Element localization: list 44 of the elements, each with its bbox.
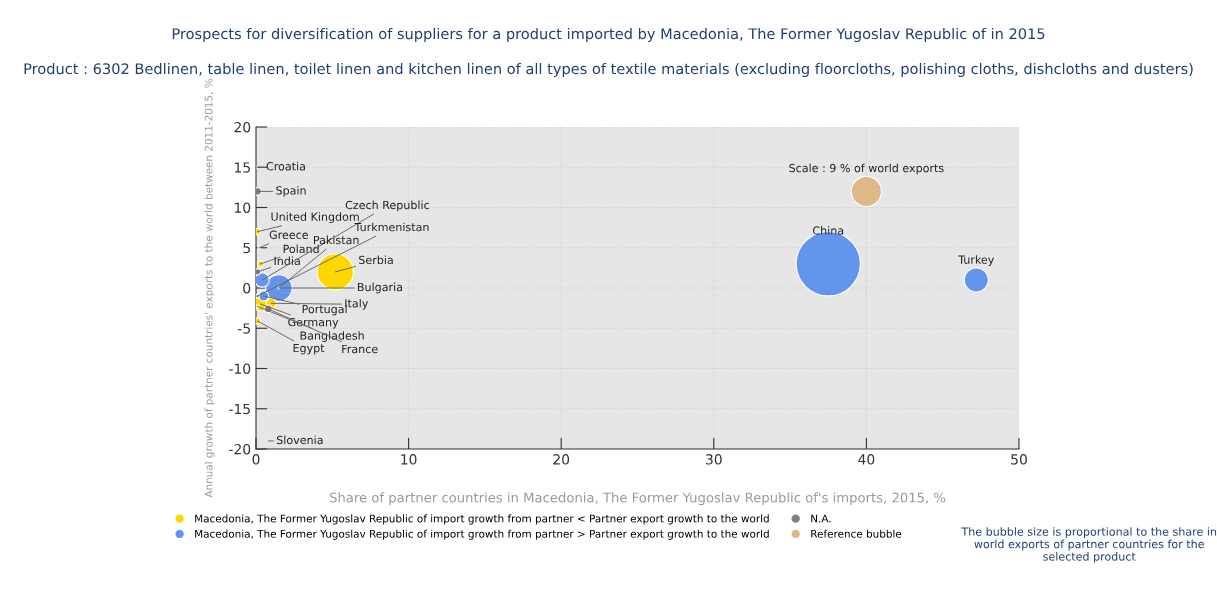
legend-label: N.A. [811, 514, 831, 523]
annotation: Spain [276, 186, 306, 197]
y-tick-label: -20 [229, 443, 251, 455]
annotation: Turkmenistan [354, 222, 429, 232]
annotation: Czech Republic [345, 200, 430, 212]
y-tick-label: 0 [243, 282, 251, 294]
x-axis-title: Share of partner countries in Macedonia, The Former Yugoslav Republic of's imports, 2015, % [329, 492, 946, 506]
annotation: Bulgaria [357, 282, 402, 294]
annotation: Scale : 9 % of world exports [789, 163, 944, 175]
chart-title: Prospects for diversification of suppliers for a product imported by Macedonia, The Former Yugoslav Republic of in 2015 [172, 27, 1045, 43]
legend-label: Reference bubble [811, 529, 902, 538]
y-tick-label: 10 [234, 202, 251, 213]
annotation: India [274, 256, 300, 266]
y-axis-title: Annual growth of partner countries' exports to the world between 2011-2015, % [204, 78, 215, 498]
annotation: China [813, 226, 844, 235]
annotation: Poland [283, 244, 319, 254]
x-tick-label: 50 [1011, 454, 1027, 465]
annotation: Croatia [266, 161, 305, 171]
x-tick-label: 30 [706, 454, 722, 465]
y-tick-label: 5 [243, 242, 250, 254]
legend-label: Macedonia, The Former Yugoslav Republic of import growth from partner > Partner export growth to the world [195, 529, 769, 540]
y-tick-label: -15 [229, 403, 250, 415]
x-tick-label: 10 [401, 454, 417, 465]
y-tick-label: 15 [234, 162, 250, 173]
annotation: Italy [345, 298, 369, 310]
annotation: Pakistan [313, 235, 359, 245]
annotation: Bangladesh [300, 331, 364, 342]
annotation: Greece [269, 230, 309, 239]
text: The bubble size is proportional to the share in world exports of partner countries for the selected product [961, 527, 1217, 563]
y-tick-label: -10 [229, 363, 251, 374]
x-tick-label: 40 [858, 454, 875, 465]
annotation: Serbia [359, 255, 393, 265]
legend-label: Macedonia, The Former Yugoslav Republic of import growth from partner < Partner export growth to the world [195, 514, 769, 525]
annotation: Slovenia [276, 435, 323, 445]
x-tick-label: 0 [252, 454, 260, 465]
annotation: Turkey [958, 255, 995, 266]
x-tick-label: 20 [553, 454, 570, 465]
annotation: Egypt [293, 343, 325, 355]
chart-subtitle: Product : 6302 Bedlinen, table linen, toilet linen and kitchen linen of all types of textile materials (excluding floorcloths, polishing cloths, dishcloths and dusters) [24, 62, 1193, 78]
annotation: United Kingdom [271, 212, 359, 224]
y-tick-label: 20 [234, 121, 251, 133]
annotation: Portugal [302, 304, 347, 316]
annotation: France [342, 344, 378, 354]
y-tick-label: -5 [237, 323, 250, 334]
